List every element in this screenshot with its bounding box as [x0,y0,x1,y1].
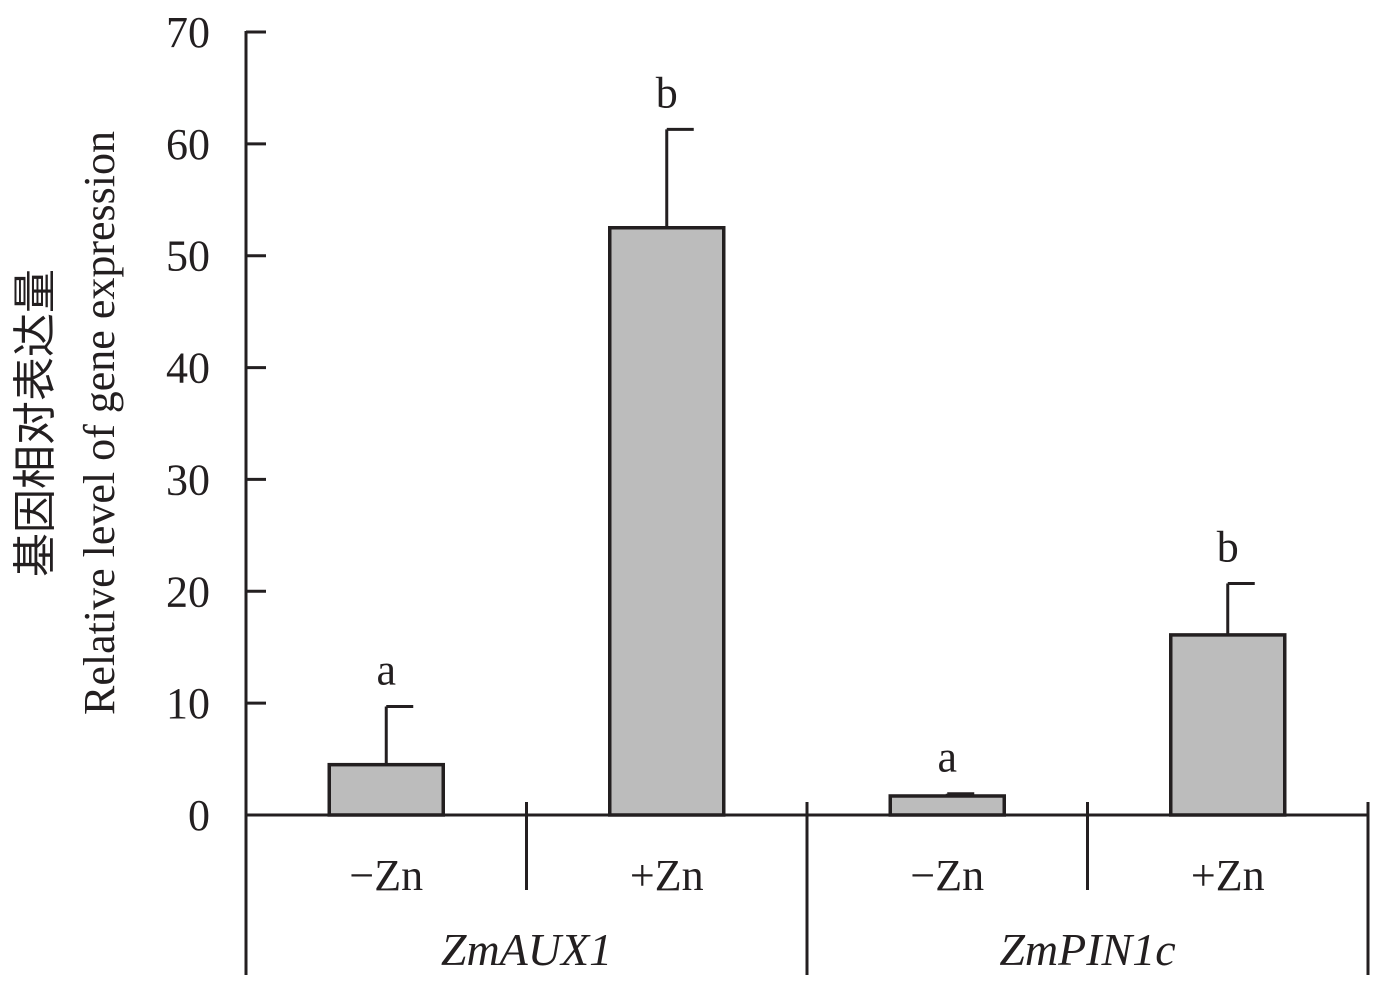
bar [327,762,445,817]
y-tick-label: 50 [166,232,210,281]
y-tick-label: 60 [166,120,210,169]
x-axis: −Zn +Zn ZmAUX1 −Zn +Zn ZmPIN1c [244,802,1370,975]
bar [888,794,1006,817]
group-label: ZmAUX1 [441,924,612,975]
bar [608,226,726,817]
y-tick-label: 0 [188,791,210,840]
y-tick-label: 40 [166,344,210,393]
y-tick-label: 10 [166,679,210,728]
bars: a b a b [327,68,1287,817]
category-label: +Zn [630,851,704,900]
category-label: +Zn [1191,851,1265,900]
y-axis-title: 基因相对表达量 Relative level of gene expressio… [11,131,124,715]
y-tick-label: 20 [166,567,210,616]
significance-label: a [376,645,396,694]
category-label: −Zn [910,851,984,900]
y-axis-title-en: Relative level of gene expression [75,131,124,715]
y-tick-label: 70 [166,8,210,57]
bar [1169,633,1287,817]
y-axis-title-cn: 基因相对表达量 [11,269,60,577]
group-label: ZmPIN1c [999,924,1175,975]
y-tick-label: 30 [166,455,210,504]
category-label: −Zn [349,851,423,900]
significance-label: b [656,68,678,117]
y-axis: 0 10 20 30 40 50 60 70 [166,8,266,840]
significance-label: a [937,733,957,782]
significance-label: b [1217,522,1239,571]
